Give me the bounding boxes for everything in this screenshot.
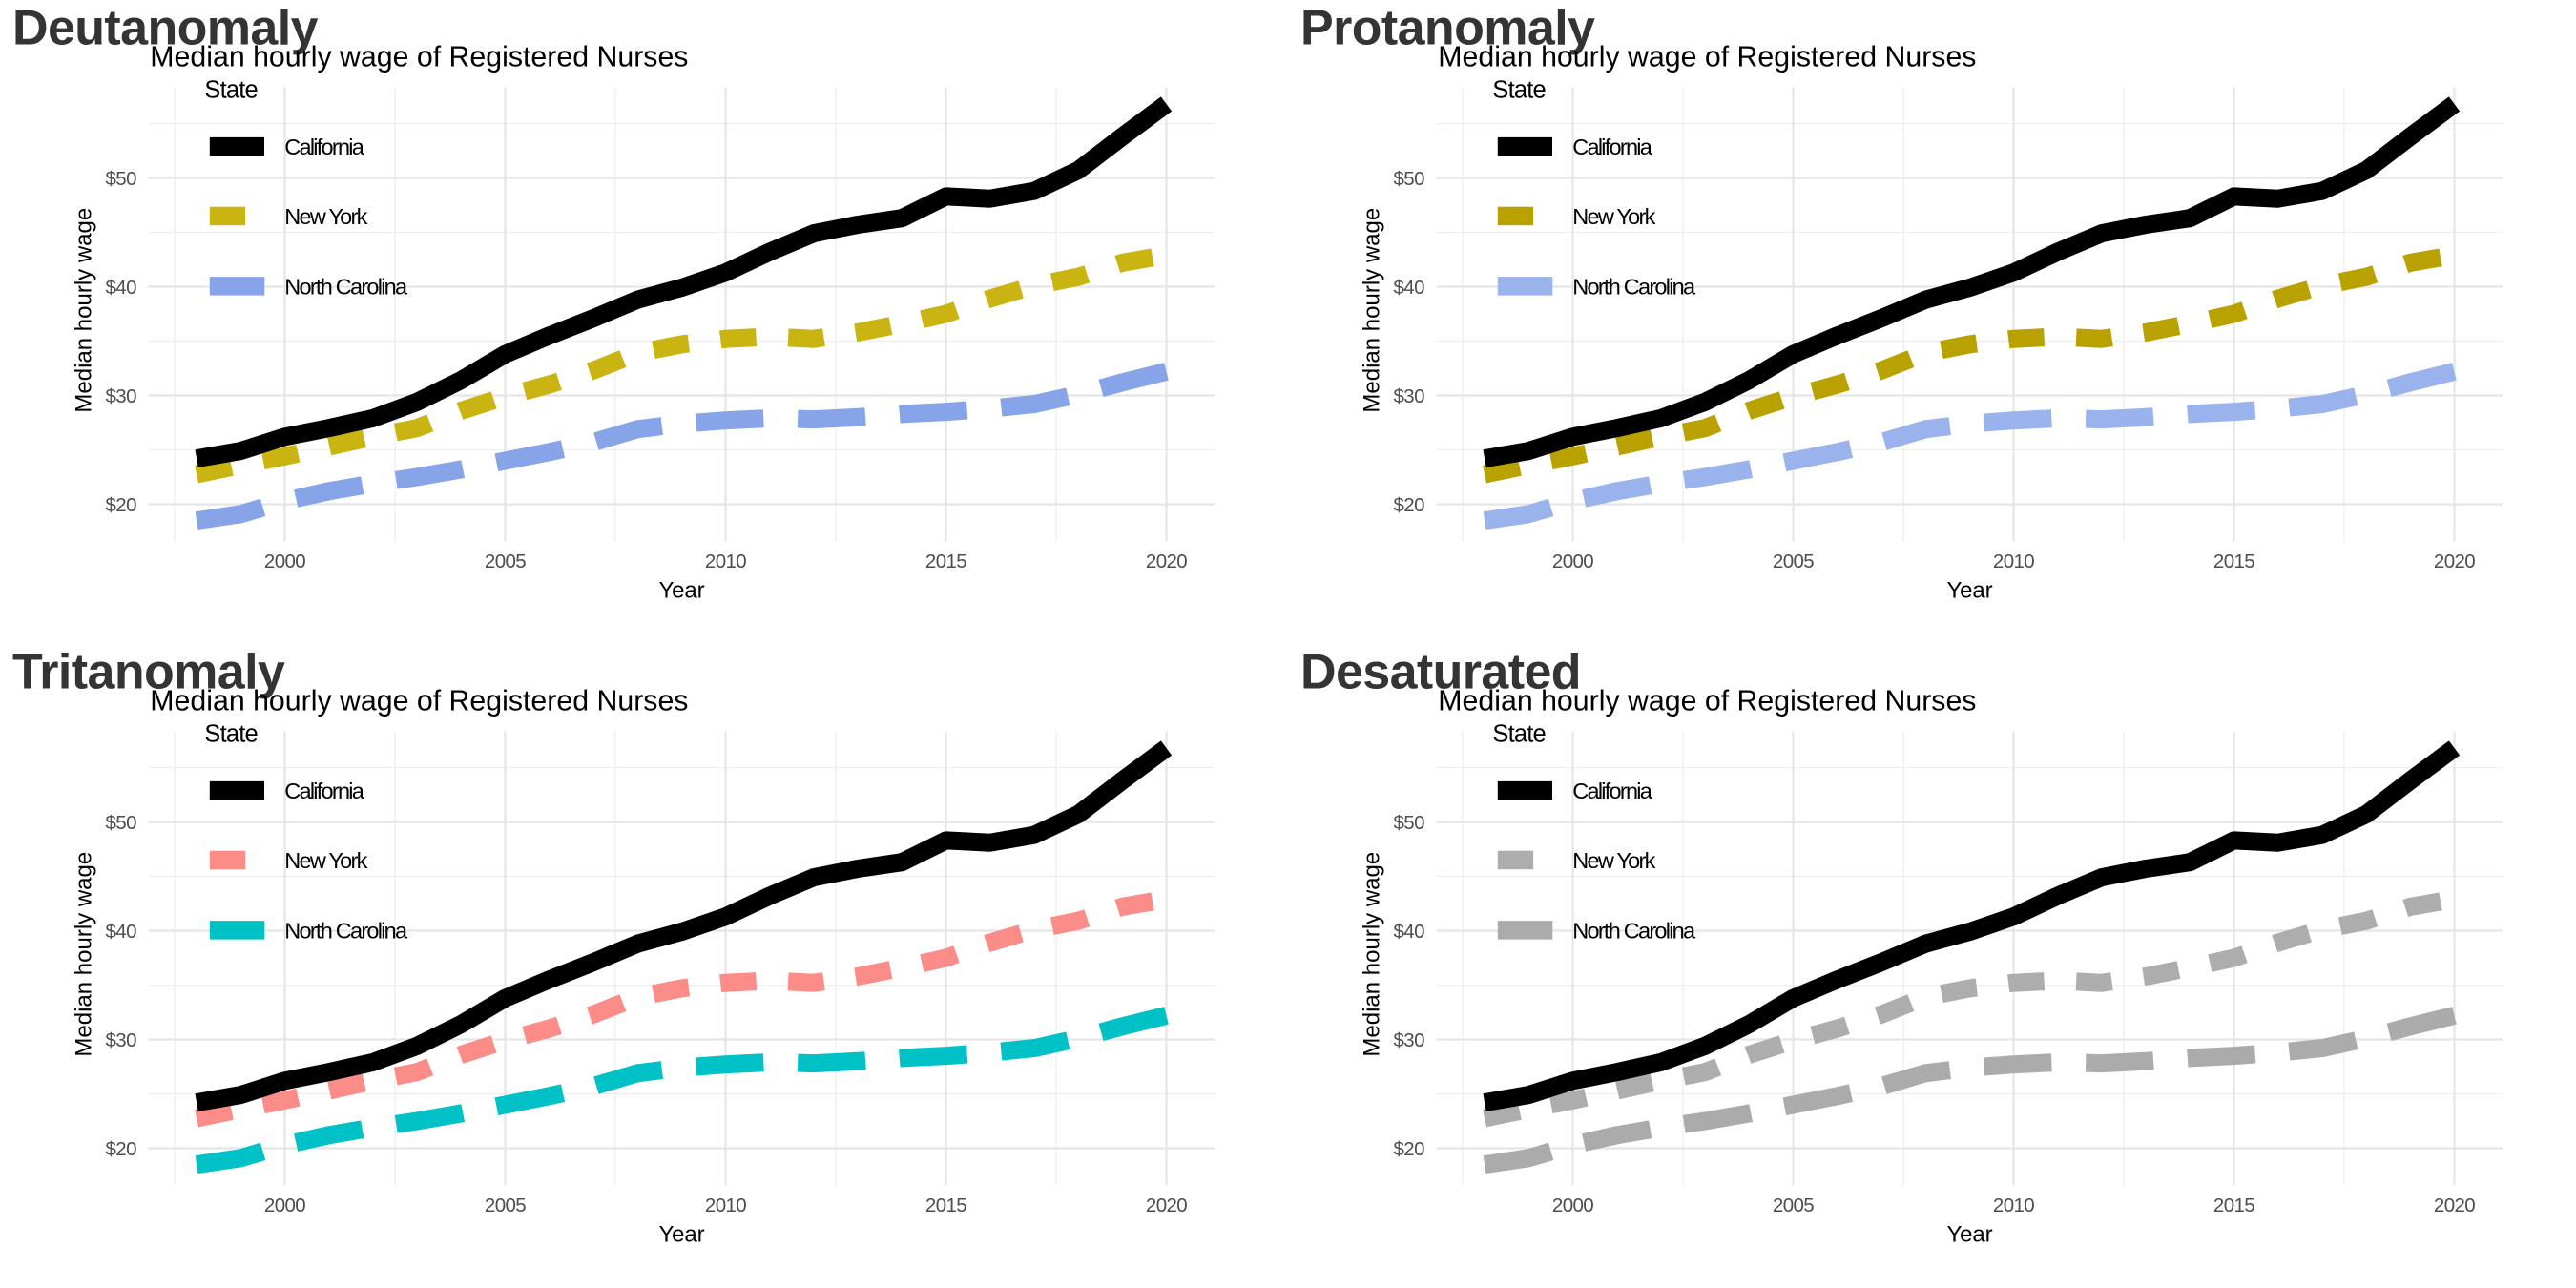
svg-text:Year: Year <box>658 1222 704 1248</box>
svg-text:Median hourly wage: Median hourly wage <box>1360 208 1385 413</box>
svg-text:2020: 2020 <box>1146 551 1187 572</box>
svg-text:$20: $20 <box>1393 1138 1424 1160</box>
svg-text:2005: 2005 <box>485 1195 526 1216</box>
svg-text:2015: 2015 <box>2213 551 2254 572</box>
svg-text:California: California <box>284 779 364 803</box>
svg-text:$40: $40 <box>105 921 136 943</box>
svg-text:Year: Year <box>658 578 704 604</box>
svg-text:2010: 2010 <box>1993 1195 2034 1216</box>
svg-text:$50: $50 <box>1393 168 1424 190</box>
svg-text:2010: 2010 <box>705 551 746 572</box>
svg-text:California: California <box>1572 779 1652 803</box>
svg-text:Tritanomaly: Tritanomaly <box>12 645 285 700</box>
svg-text:North Carolina: North Carolina <box>284 918 408 943</box>
svg-text:New York: New York <box>284 848 367 873</box>
svg-text:2015: 2015 <box>2213 1195 2254 1216</box>
svg-text:$20: $20 <box>105 494 136 516</box>
svg-text:State: State <box>1492 721 1546 748</box>
svg-text:Desaturated: Desaturated <box>1300 645 1581 700</box>
svg-text:2010: 2010 <box>1993 551 2034 572</box>
svg-text:New York: New York <box>1572 204 1655 229</box>
svg-text:New York: New York <box>1572 848 1655 873</box>
svg-text:State: State <box>204 77 258 104</box>
svg-text:Median hourly wage of Register: Median hourly wage of Registered Nurses <box>150 41 688 73</box>
svg-text:2020: 2020 <box>1146 1195 1187 1216</box>
svg-text:2005: 2005 <box>485 551 526 572</box>
svg-text:$50: $50 <box>105 168 136 190</box>
svg-text:2000: 2000 <box>264 551 305 572</box>
svg-text:Year: Year <box>1946 1222 1992 1248</box>
svg-text:North Carolina: North Carolina <box>1572 274 1696 299</box>
svg-text:Median hourly wage: Median hourly wage <box>72 208 97 413</box>
svg-text:$50: $50 <box>105 812 136 834</box>
svg-text:2005: 2005 <box>1773 551 1814 572</box>
svg-text:North Carolina: North Carolina <box>1572 918 1696 943</box>
svg-text:$30: $30 <box>1393 1029 1424 1051</box>
svg-text:Protanomaly: Protanomaly <box>1300 1 1595 56</box>
svg-text:California: California <box>1572 135 1652 159</box>
svg-text:Deutanomaly: Deutanomaly <box>12 1 319 56</box>
svg-text:State: State <box>1492 77 1546 104</box>
svg-text:$20: $20 <box>1393 494 1424 516</box>
svg-text:$20: $20 <box>105 1138 136 1160</box>
svg-text:Median hourly wage: Median hourly wage <box>72 852 97 1057</box>
svg-text:2010: 2010 <box>705 1195 746 1216</box>
svg-text:$30: $30 <box>1393 385 1424 407</box>
svg-text:Median hourly wage: Median hourly wage <box>1360 852 1385 1057</box>
svg-text:California: California <box>284 135 364 159</box>
svg-text:$40: $40 <box>105 277 136 299</box>
svg-text:New York: New York <box>284 204 367 229</box>
svg-text:Median hourly wage of Register: Median hourly wage of Registered Nurses <box>150 685 688 717</box>
svg-text:Median hourly wage of Register: Median hourly wage of Registered Nurses <box>1438 685 1976 717</box>
svg-text:2015: 2015 <box>925 1195 966 1216</box>
svg-text:North Carolina: North Carolina <box>284 274 408 299</box>
svg-text:2000: 2000 <box>264 1195 305 1216</box>
svg-text:$50: $50 <box>1393 812 1424 834</box>
svg-text:$40: $40 <box>1393 921 1424 943</box>
svg-text:$40: $40 <box>1393 277 1424 299</box>
svg-text:$30: $30 <box>105 1029 136 1051</box>
svg-text:2000: 2000 <box>1552 551 1593 572</box>
svg-text:$30: $30 <box>105 385 136 407</box>
svg-text:2020: 2020 <box>2434 551 2475 572</box>
svg-text:2000: 2000 <box>1552 1195 1593 1216</box>
svg-text:2020: 2020 <box>2434 1195 2475 1216</box>
svg-text:Median hourly wage of Register: Median hourly wage of Registered Nurses <box>1438 41 1976 73</box>
svg-text:2015: 2015 <box>925 551 966 572</box>
svg-text:State: State <box>204 721 258 748</box>
svg-text:2005: 2005 <box>1773 1195 1814 1216</box>
svg-text:Year: Year <box>1946 578 1992 604</box>
